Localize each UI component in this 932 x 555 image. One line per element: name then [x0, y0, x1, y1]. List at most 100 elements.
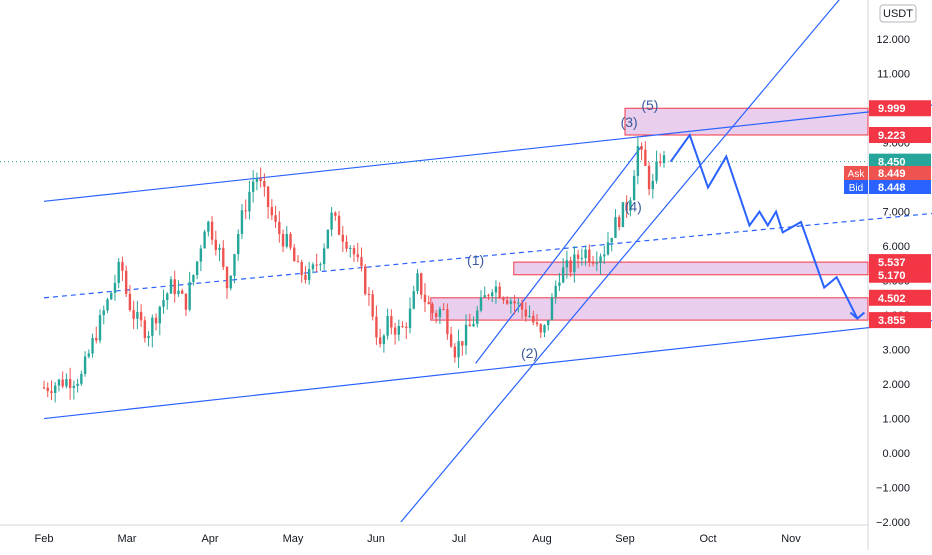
candle-body: [251, 181, 255, 192]
candle-body: [311, 264, 315, 270]
candle-body: [207, 221, 210, 232]
price-tag-label: 5.537: [878, 257, 906, 269]
candle-body: [378, 337, 382, 345]
zone-1[interactable]: [624, 107, 869, 136]
candle-body: [461, 341, 464, 346]
candle-body: [520, 302, 524, 310]
candle-body: [662, 155, 666, 164]
candle-body: [636, 146, 640, 176]
candle-body: [304, 274, 307, 280]
channel-lower-line[interactable]: [43, 319, 932, 420]
candle-body: [494, 286, 498, 293]
candle-body: [625, 202, 628, 211]
candle-body: [330, 212, 333, 230]
candle-body: [386, 316, 389, 336]
candle-body: [408, 308, 412, 328]
steep-trendline[interactable]: [400, 0, 841, 523]
candle-body: [147, 335, 150, 339]
candle-body: [169, 279, 173, 294]
price-tag: [869, 312, 931, 329]
price-tag: [869, 266, 931, 283]
candle-body: [237, 233, 240, 255]
time-axis: Feb Mar Apr May Jun Jul Aug Sep Oct Nov: [35, 533, 802, 545]
candle-body: [229, 275, 232, 289]
y-tick-label: −2.000: [876, 517, 910, 529]
candle-body: [513, 301, 516, 304]
wave-trendline[interactable]: [475, 145, 643, 364]
candle-body: [647, 165, 651, 190]
projection-path[interactable]: [669, 132, 859, 319]
candle-body: [588, 249, 591, 263]
candle-body: [113, 282, 117, 293]
candle-body: [128, 293, 132, 311]
candle-body: [360, 257, 363, 267]
candle-body: [124, 270, 128, 294]
candle-body: [203, 231, 206, 249]
candle-body: [632, 175, 636, 201]
x-tick-label: Oct: [699, 533, 716, 545]
candle-body: [569, 260, 572, 273]
candle-body: [117, 261, 120, 283]
candle-body: [554, 285, 557, 298]
candle-body: [337, 215, 341, 235]
candle-body: [270, 207, 274, 216]
candle-body: [367, 293, 371, 295]
zones: [430, 107, 869, 321]
candle-body: [610, 237, 613, 243]
candle-body: [603, 254, 606, 257]
candle-body: [225, 266, 229, 289]
candle-body: [121, 261, 124, 271]
candle-body: [255, 178, 259, 182]
candle-body: [293, 247, 296, 262]
candle-body: [629, 200, 632, 211]
candle-body: [184, 293, 188, 310]
channel-mid-line[interactable]: [43, 212, 932, 299]
candle-body: [281, 233, 285, 247]
candle-body: [162, 300, 165, 307]
candle-body: [595, 263, 598, 265]
channel-upper-line[interactable]: [43, 103, 932, 202]
candle-body: [87, 353, 91, 357]
candle-body: [334, 212, 337, 216]
candle-body: [139, 311, 143, 321]
x-tick-label: Apr: [201, 533, 218, 545]
y-tick-label: 7.000: [882, 207, 910, 219]
wave-label-2: (2): [521, 345, 538, 361]
candle-body: [382, 335, 386, 345]
candle-body: [453, 346, 457, 358]
candle-body: [57, 379, 61, 386]
currency-label: USDT: [883, 8, 913, 20]
candle-body: [341, 234, 344, 242]
candle-body: [76, 383, 79, 386]
candle-body: [91, 337, 94, 354]
candle-body: [476, 310, 479, 324]
candle-body: [371, 294, 374, 317]
candle-body: [468, 324, 471, 327]
y-tick-label: 0.000: [882, 448, 910, 460]
zone-3[interactable]: [430, 297, 869, 321]
wave-label-4: (4): [625, 199, 642, 215]
candle-body: [136, 311, 139, 319]
candle-body: [427, 302, 430, 304]
candle-body: [233, 254, 236, 276]
currency-badge[interactable]: [879, 4, 917, 23]
candle-body: [210, 221, 214, 240]
candle-body: [263, 181, 266, 187]
candle-body: [509, 301, 513, 304]
candle-body: [356, 254, 359, 258]
candle-body: [655, 161, 658, 181]
candle-body: [326, 229, 330, 249]
candle-body: [102, 310, 105, 316]
candle-body: [266, 186, 270, 208]
candle-body: [154, 317, 158, 324]
candle-body: [390, 316, 393, 328]
candle-body: [393, 327, 397, 335]
x-tick-label: May: [283, 533, 304, 545]
candle-body: [576, 254, 580, 259]
candle-body: [558, 282, 561, 286]
zone-2[interactable]: [513, 261, 869, 276]
price-axis: −2.000−1.0000.0001.0002.0003.0004.0005.0…: [844, 4, 931, 529]
candle-body: [464, 324, 468, 346]
